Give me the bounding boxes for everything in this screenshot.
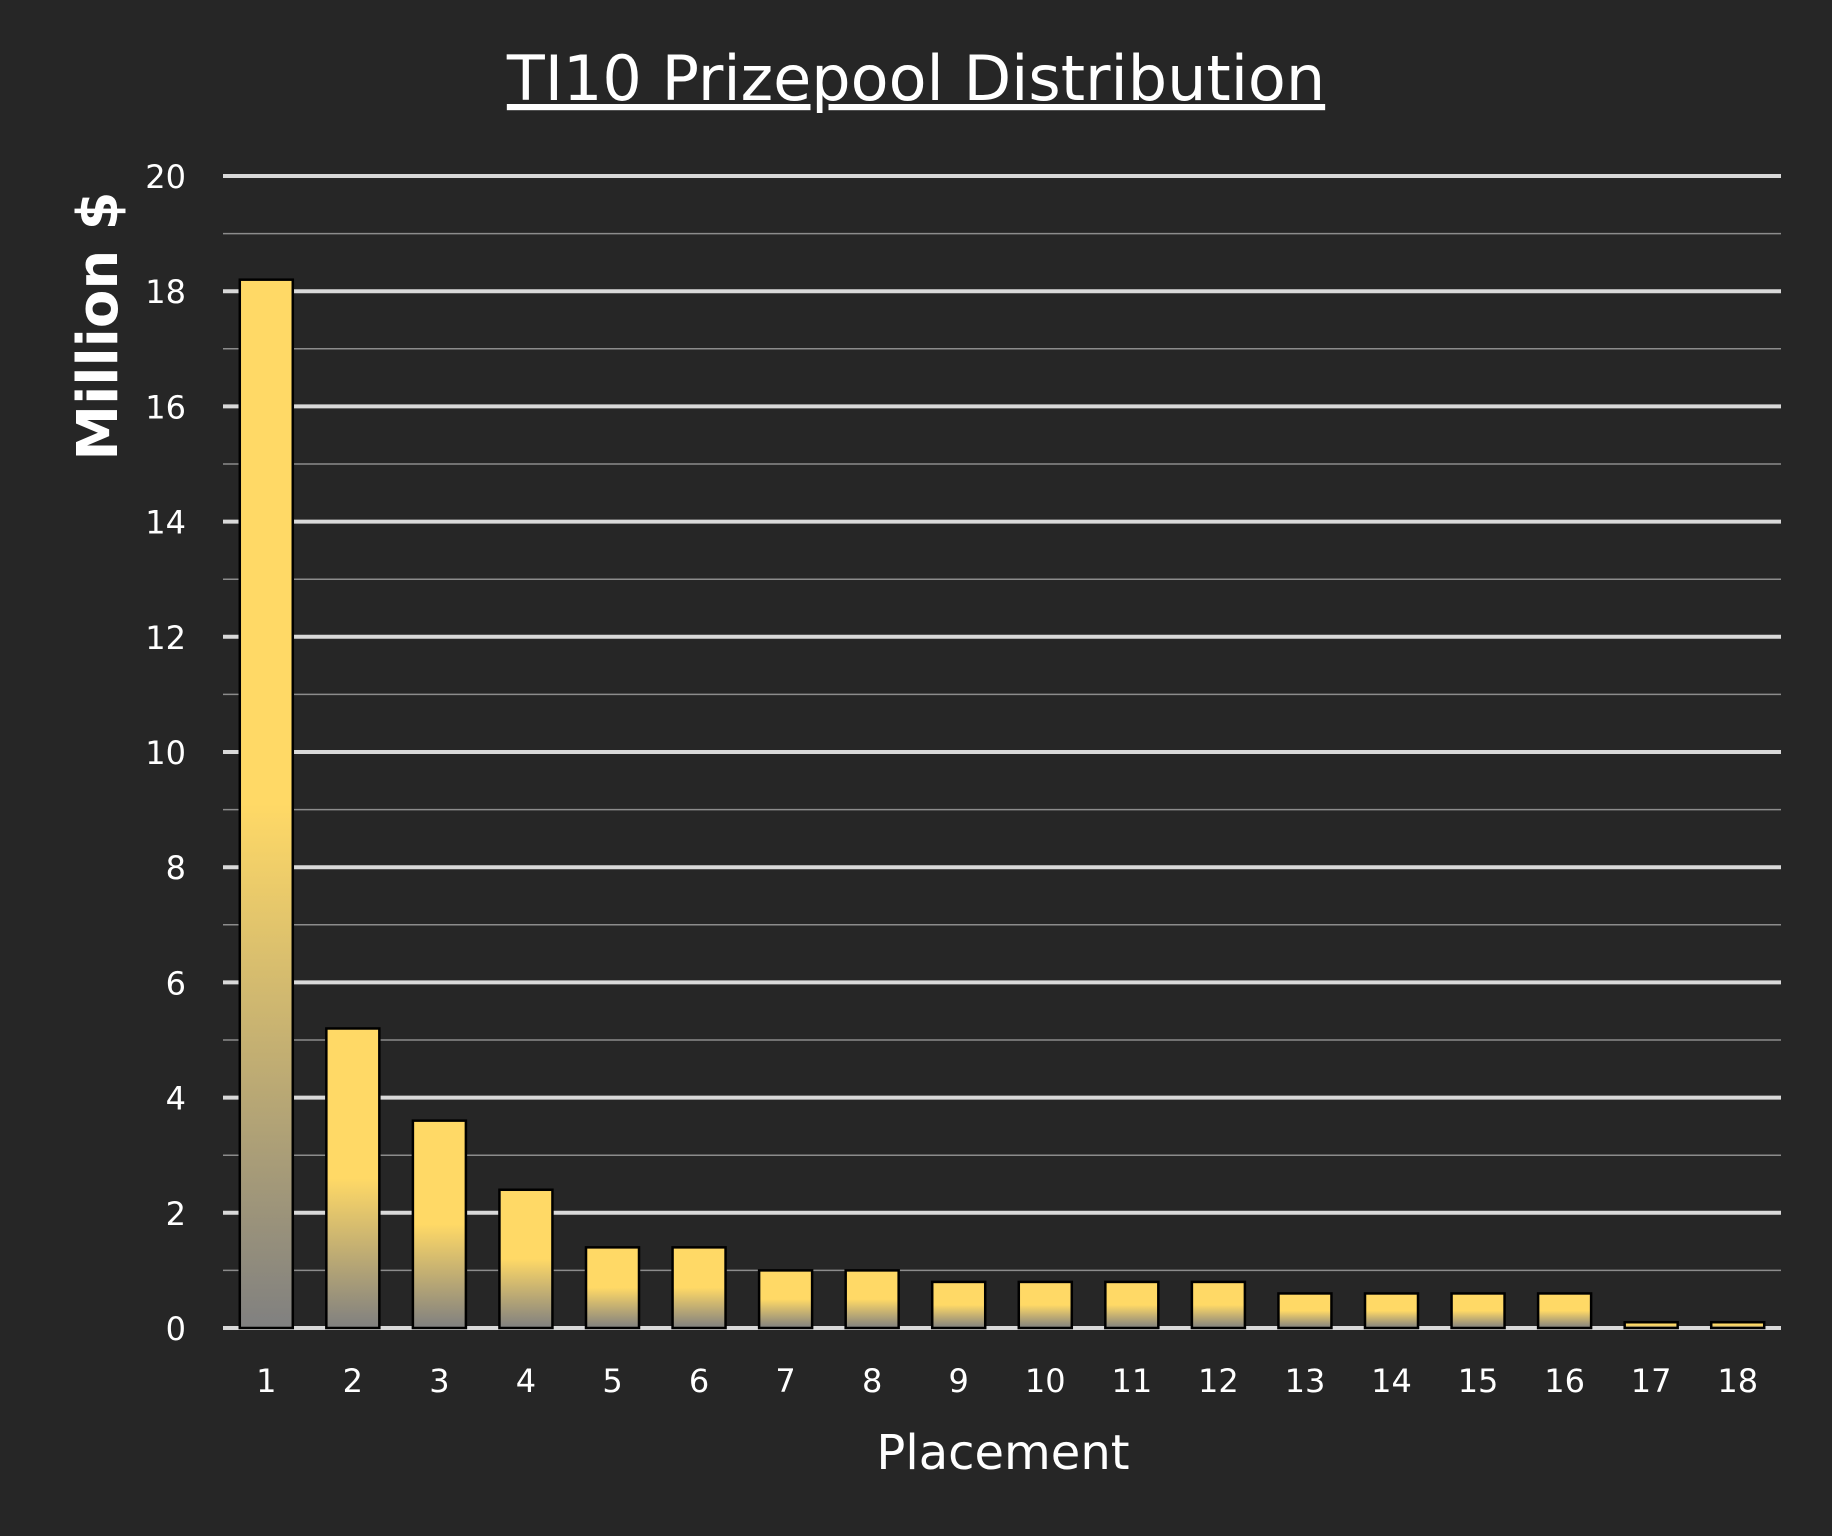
y-tick-label: 10 bbox=[145, 734, 186, 772]
x-tick-label: 17 bbox=[1631, 1362, 1672, 1400]
y-tick-label: 20 bbox=[145, 158, 186, 196]
x-tick-label: 3 bbox=[429, 1362, 449, 1400]
x-tick-label: 7 bbox=[775, 1362, 795, 1400]
y-tick-label: 4 bbox=[166, 1080, 186, 1118]
grid-lines bbox=[223, 174, 1781, 1330]
x-tick-label: 6 bbox=[689, 1362, 709, 1400]
x-tick-label: 15 bbox=[1458, 1362, 1499, 1400]
x-tick-label: 5 bbox=[602, 1362, 622, 1400]
bar-placement-1 bbox=[238, 278, 295, 1330]
x-tick-label: 12 bbox=[1198, 1362, 1239, 1400]
y-axis-label: Million $ bbox=[66, 191, 131, 460]
bar-placement-5 bbox=[584, 1246, 641, 1330]
bar-placement-11 bbox=[1104, 1280, 1160, 1330]
bar-placement-18 bbox=[1709, 1320, 1766, 1330]
bar-placement-12 bbox=[1190, 1280, 1247, 1330]
x-tick-label: 8 bbox=[862, 1362, 882, 1400]
y-tick-labels: 0 2 4 6 8 10 12 14 16 18 20 bbox=[145, 158, 186, 1348]
bar-placement-7 bbox=[757, 1269, 814, 1330]
y-tick-label: 18 bbox=[145, 273, 186, 311]
bar-placement-8 bbox=[844, 1269, 900, 1330]
bar-placement-3 bbox=[411, 1119, 468, 1330]
y-tick-label: 6 bbox=[166, 964, 186, 1002]
bar-placement-13 bbox=[1277, 1292, 1333, 1330]
x-tick-label: 1 bbox=[256, 1362, 276, 1400]
bar-placement-2 bbox=[325, 1027, 381, 1330]
x-tick-label: 16 bbox=[1544, 1362, 1585, 1400]
x-tick-label: 2 bbox=[343, 1362, 363, 1400]
x-axis-label: Placement bbox=[876, 1425, 1129, 1481]
y-tick-label: 14 bbox=[145, 504, 186, 542]
x-tick-label: 11 bbox=[1111, 1362, 1152, 1400]
y-tick-label: 2 bbox=[166, 1195, 186, 1233]
bar-placement-6 bbox=[671, 1246, 727, 1330]
y-tick-label: 0 bbox=[166, 1310, 186, 1348]
y-tick-label: 12 bbox=[145, 619, 186, 657]
bar-placement-14 bbox=[1363, 1292, 1420, 1330]
x-tick-label: 10 bbox=[1025, 1362, 1066, 1400]
x-tick-label: 13 bbox=[1285, 1362, 1326, 1400]
bar-placement-10 bbox=[1017, 1280, 1074, 1330]
y-tick-label: 16 bbox=[145, 388, 186, 426]
x-tick-label: 14 bbox=[1371, 1362, 1412, 1400]
x-tick-label: 9 bbox=[949, 1362, 969, 1400]
x-tick-label: 4 bbox=[516, 1362, 536, 1400]
y-tick-label: 8 bbox=[166, 849, 186, 887]
x-tick-label: 18 bbox=[1717, 1362, 1758, 1400]
bar-placement-9 bbox=[930, 1280, 987, 1330]
x-tick-labels: 1 2 3 4 5 6 7 8 9 10 11 12 13 14 15 16 17 18 bbox=[256, 1362, 1758, 1400]
bar-placement-4 bbox=[498, 1188, 554, 1330]
bar-placement-16 bbox=[1536, 1292, 1593, 1330]
bar-placement-17 bbox=[1623, 1320, 1679, 1330]
chart-title: TI10 Prizepool Distribution bbox=[506, 42, 1325, 115]
bar-placement-15 bbox=[1450, 1292, 1506, 1330]
bars bbox=[238, 278, 1766, 1330]
